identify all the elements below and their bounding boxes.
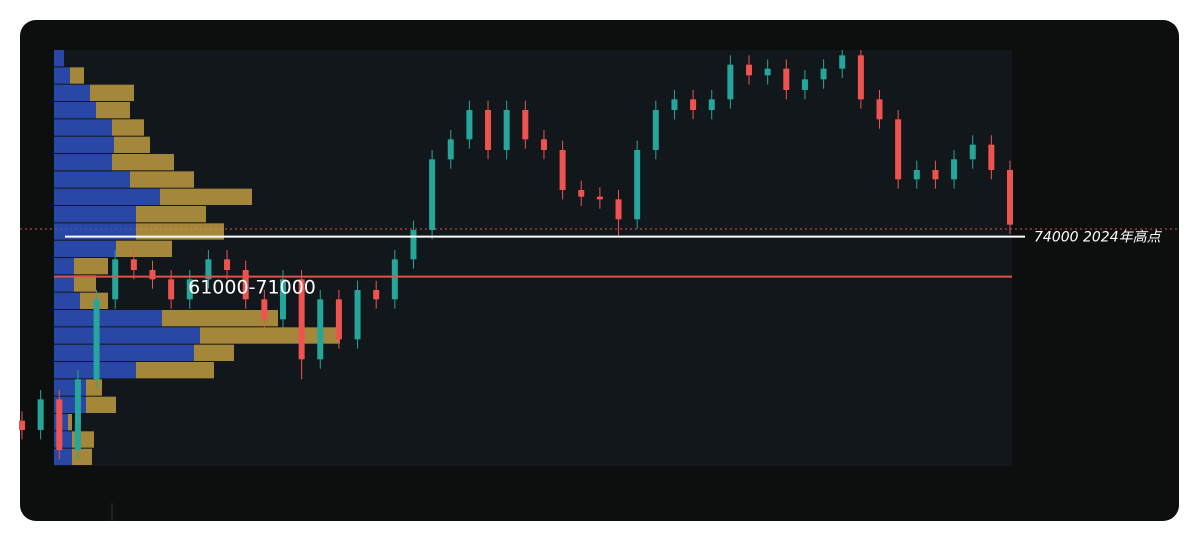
profile-bar: [54, 102, 96, 119]
profile-bar: [116, 240, 172, 257]
profile-bar: [54, 327, 200, 344]
candle-body: [634, 150, 641, 220]
candle-body: [335, 299, 342, 340]
candle-body: [988, 144, 995, 170]
candle-body: [727, 64, 734, 100]
candle-body: [932, 170, 939, 180]
candle-body: [596, 196, 603, 200]
profile-bar: [130, 171, 194, 188]
candle-body: [839, 55, 846, 69]
candle-body: [969, 144, 976, 160]
candle-body: [317, 299, 324, 360]
candle-body: [671, 99, 678, 110]
profile-bar: [200, 327, 340, 344]
candle-body: [429, 159, 436, 230]
candle-body: [951, 159, 958, 180]
candle-body: [801, 79, 808, 90]
candle-body: [783, 68, 790, 90]
candle-body: [391, 259, 398, 300]
profile-bar: [54, 136, 114, 153]
profile-bar: [54, 206, 136, 223]
candle-body: [447, 139, 454, 160]
candle-body: [261, 299, 268, 320]
profile-bar: [54, 188, 160, 205]
profile-bar: [160, 188, 252, 205]
candle-body: [37, 399, 44, 430]
profile-bar: [54, 258, 74, 275]
candle-body: [410, 230, 417, 260]
candle-body: [1007, 170, 1013, 225]
profile-bar: [54, 275, 74, 292]
candle-body: [764, 68, 771, 76]
profile-bar: [54, 292, 80, 309]
profile-bar: [54, 119, 112, 136]
candle-body: [298, 279, 305, 360]
profile-bar: [90, 84, 134, 101]
profile-bar: [96, 102, 130, 119]
profile-bar: [112, 154, 174, 171]
profile-bar: [162, 310, 278, 327]
candle-body: [93, 299, 100, 380]
candle-body: [876, 99, 883, 120]
plot-area: [54, 50, 1012, 466]
profile-bar: [74, 258, 108, 275]
candle-body: [205, 259, 212, 280]
candle-body: [224, 259, 231, 270]
candle-body: [578, 190, 585, 197]
candle-body: [19, 420, 25, 430]
profile-bar: [70, 67, 84, 84]
profile-bar: [72, 448, 92, 465]
profile-bar: [74, 275, 96, 292]
candle-body: [242, 270, 249, 300]
profile-bar: [54, 223, 136, 240]
profile-bar: [86, 396, 116, 413]
profile-bar: [114, 136, 150, 153]
candle-body: [130, 259, 137, 270]
annotation: 61000-71000: [188, 277, 316, 299]
candle-body: [820, 68, 827, 80]
profile-bar: [194, 344, 234, 361]
candle-body: [186, 279, 193, 300]
profile-bar: [54, 84, 90, 101]
candle-body: [354, 290, 361, 340]
level-label: 74000 2024年高点: [1034, 230, 1163, 246]
candle-body: [522, 110, 529, 140]
profile-bar: [54, 154, 112, 171]
candle-body: [857, 55, 864, 100]
profile-bar: [54, 171, 130, 188]
candle-body: [466, 110, 473, 140]
profile-bar: [54, 50, 64, 67]
profile-bar: [112, 119, 144, 136]
candle-body: [56, 399, 63, 450]
candle-body: [373, 290, 380, 300]
candle-body: [74, 379, 81, 450]
profile-bar: [86, 379, 102, 396]
candle-body: [895, 119, 902, 180]
candle-body: [540, 139, 547, 150]
candle-body: [149, 270, 156, 280]
candle-body: [652, 110, 659, 150]
candle-body: [690, 99, 697, 110]
candle-body: [615, 199, 622, 220]
candle-body: [746, 64, 753, 76]
profile-bar: [136, 362, 214, 379]
candle-body: [112, 259, 119, 300]
candle-body: [708, 99, 715, 110]
profile-bar: [54, 448, 72, 465]
candle-body: [559, 150, 566, 190]
candle-body: [503, 110, 510, 150]
profile-bar: [54, 240, 116, 257]
profile-bar: [54, 67, 70, 84]
profile-bar: [54, 310, 162, 327]
profile-bar: [136, 223, 224, 240]
candle-body: [168, 279, 175, 300]
profile-bar: [68, 414, 72, 431]
profile-bar: [54, 344, 194, 361]
candle-body: [485, 110, 492, 150]
candle-body: [279, 279, 286, 320]
candle-body: [913, 170, 920, 180]
profile-bar: [136, 206, 206, 223]
